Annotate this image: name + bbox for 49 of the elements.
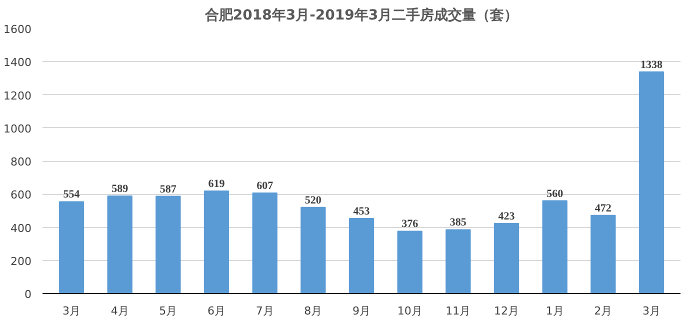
bar [494, 222, 520, 294]
x-tick-label: 12月 [494, 304, 519, 318]
data-label: 554 [63, 188, 80, 201]
data-label: 1338 [640, 58, 663, 71]
y-tick-label: 200 [10, 254, 32, 268]
x-tick-label: 2月 [594, 304, 612, 318]
y-tick-label: 1000 [4, 122, 32, 136]
bar [107, 195, 132, 294]
y-tick-label: 400 [10, 222, 32, 235]
x-tick-label: 4月 [110, 304, 129, 318]
data-label: 607 [256, 180, 274, 192]
bar [156, 196, 181, 294]
data-label: 423 [498, 210, 516, 222]
data-label: 520 [304, 194, 322, 206]
y-tick-label: 1200 [4, 89, 32, 102]
bar [638, 71, 664, 294]
x-tick-label: 1月 [546, 304, 564, 318]
y-tick-label: 600 [10, 188, 32, 202]
bar [397, 230, 422, 294]
data-label: 472 [594, 202, 612, 214]
data-label: 587 [160, 183, 177, 196]
x-tick-label: 3月 [642, 304, 660, 318]
chart-title: 合肥2018年3月-2019年3月二手房成交量（套） [204, 6, 518, 24]
bar [348, 218, 374, 294]
bar [590, 214, 616, 294]
x-tick-label: 5月 [159, 304, 178, 318]
x-tick-label: 3月 [62, 304, 80, 318]
bar [542, 200, 568, 294]
y-tick-label: 1400 [4, 56, 32, 70]
x-tick-label: 9月 [352, 304, 370, 318]
y-tick-label: 0 [24, 288, 32, 301]
data-label: 619 [208, 178, 226, 190]
data-label: 376 [402, 218, 419, 230]
x-tick-label: 6月 [208, 304, 226, 318]
x-tick-label: 7月 [256, 304, 274, 318]
data-label: 453 [353, 205, 370, 218]
y-tick-label: 800 [10, 156, 32, 168]
bar [300, 206, 326, 294]
x-tick-label: 10月 [397, 304, 422, 318]
bar [446, 229, 471, 294]
x-tick-label: 11月 [446, 304, 471, 318]
bar [252, 192, 278, 294]
data-label: 560 [546, 188, 564, 200]
data-label: 589 [112, 182, 129, 195]
bar [204, 190, 230, 294]
y-tick-label: 1600 [4, 23, 32, 36]
data-label: 385 [450, 216, 467, 229]
x-tick-label: 8月 [304, 304, 322, 318]
bar [58, 201, 84, 294]
